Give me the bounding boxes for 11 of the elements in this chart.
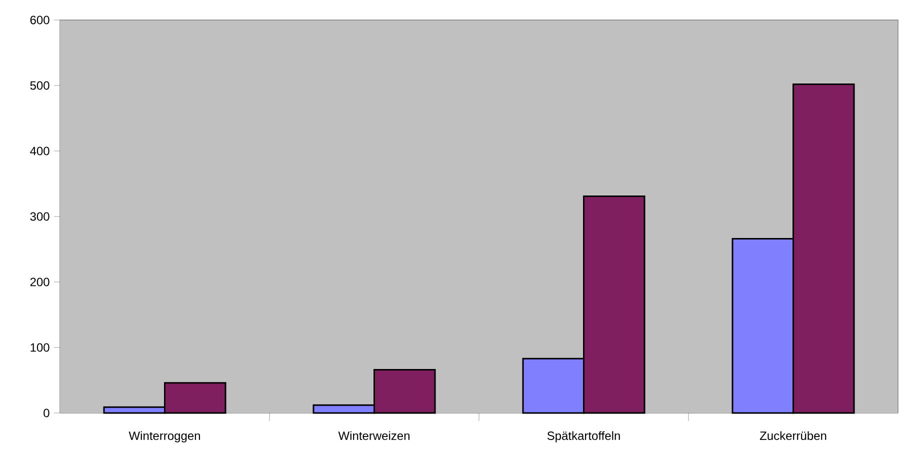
y-tick-label: 0 (44, 408, 50, 418)
x-tick-label: Winterweizen (338, 431, 410, 440)
y-tick-label: 600 (30, 16, 50, 24)
x-tick-label: Spätkartoffeln (547, 431, 620, 442)
y-tick-label: 100 (30, 343, 50, 352)
y-tick-label: 500 (30, 81, 50, 90)
y-tick-label: 300 (30, 212, 50, 221)
y-tick-label: 400 (30, 146, 50, 156)
x-tick-label: Winterroggen (128, 431, 200, 442)
y-tick-label: 200 (30, 278, 50, 286)
x-tick-label: Zuckerrüben (760, 431, 826, 440)
